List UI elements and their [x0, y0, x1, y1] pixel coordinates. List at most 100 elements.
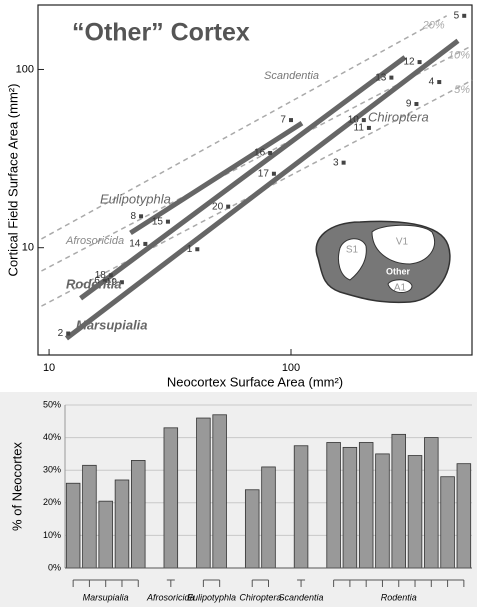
point-label: 19 — [106, 277, 118, 288]
inset-label: S1 — [346, 245, 359, 256]
bar — [114, 479, 130, 569]
point-label: 14 — [129, 239, 141, 250]
data-point — [66, 331, 71, 336]
data-point — [462, 13, 467, 18]
inset-label: Other — [386, 266, 411, 276]
inset-s1 — [337, 238, 367, 281]
bar — [424, 437, 439, 569]
data-point — [288, 118, 293, 123]
y-tick-label: 40% — [43, 432, 61, 442]
point-label: 6 — [94, 276, 100, 287]
x-axis-label: Neocortex Surface Area (mm²) — [167, 374, 343, 389]
point-label: 10 — [348, 115, 360, 126]
data-point — [341, 160, 346, 165]
reference-line-label: 20% — [422, 20, 445, 32]
point-label: 8 — [130, 211, 136, 222]
group-label: Chiroptera — [239, 592, 281, 602]
inset-label: A1 — [394, 283, 407, 294]
data-point — [139, 214, 144, 219]
bar — [391, 433, 406, 569]
data-point — [414, 102, 419, 107]
y-tick-label: 10% — [43, 530, 61, 540]
point-label: 4 — [429, 77, 435, 88]
bar — [407, 455, 423, 569]
bar — [196, 417, 211, 569]
data-point — [389, 75, 394, 80]
point-label: 16 — [254, 148, 266, 159]
y-axis-label: % of Neocortex — [9, 442, 24, 531]
bar — [261, 466, 276, 569]
x-tick-label: 10 — [43, 362, 55, 374]
group-label: Afrosoricida — [146, 592, 195, 602]
point-label: 11 — [354, 123, 365, 134]
x-tick-label: 100 — [282, 362, 300, 374]
group-annotation: Eulipotyphla — [100, 191, 171, 206]
data-point — [437, 80, 442, 85]
point-label: 17 — [258, 168, 270, 179]
inset-a1 — [387, 279, 413, 293]
group-annotation: Marsupialia — [76, 317, 148, 332]
data-point — [108, 273, 113, 278]
reference-line-label: 10% — [448, 50, 470, 62]
plot-frame — [37, 4, 473, 356]
y-tick-label: 50% — [43, 399, 61, 409]
y-tick-label: 10 — [22, 242, 34, 254]
data-point — [165, 219, 170, 224]
data-point — [102, 279, 107, 284]
group-label: Scandentia — [279, 592, 324, 602]
y-tick-label: 20% — [43, 497, 61, 507]
point-label: 2 — [58, 328, 64, 339]
point-label: 13 — [375, 72, 387, 83]
point-label: 3 — [333, 157, 339, 168]
bar — [65, 482, 81, 569]
bar — [440, 476, 455, 569]
inset — [315, 220, 451, 304]
fit-line — [129, 121, 304, 236]
group-label: Marsupialia — [83, 592, 129, 602]
y-tick-label: 100 — [16, 63, 34, 75]
group-annotation: Rodentia — [66, 276, 122, 291]
bar — [131, 460, 146, 569]
bar — [358, 442, 374, 569]
fit-line — [79, 55, 407, 301]
group-annotation: Scandentia — [264, 70, 319, 82]
point-label: 20 — [212, 201, 224, 212]
group-annotation: Afrosoricida — [65, 235, 124, 247]
data-point — [268, 150, 273, 155]
reference-line-label: 5% — [454, 84, 470, 96]
bar — [375, 453, 390, 569]
point-label: 9 — [406, 99, 412, 110]
bar — [98, 500, 113, 569]
point-label: 5 — [454, 10, 460, 21]
chart-title: “Other” Cortex — [72, 19, 250, 47]
data-point — [366, 125, 371, 130]
data-point — [361, 118, 366, 123]
point-label: 12 — [403, 57, 415, 68]
y-axis-label: Cortical Field Surface Area (mm²) — [5, 84, 20, 277]
bar — [212, 414, 227, 569]
inset-v1 — [371, 224, 435, 265]
y-tick-label: 0% — [48, 562, 61, 572]
bar — [82, 464, 97, 569]
bar — [456, 463, 472, 569]
point-label: 18 — [95, 270, 107, 281]
bar — [163, 427, 179, 569]
data-point — [417, 60, 422, 65]
group-label: Rodentia — [381, 592, 417, 602]
data-point — [226, 204, 231, 209]
data-point — [195, 247, 200, 252]
point-label: 1 — [187, 244, 193, 255]
bar — [244, 489, 260, 569]
point-label: 15 — [152, 216, 164, 227]
group-annotation: Chiroptera — [368, 109, 429, 124]
y-tick-label: 30% — [43, 465, 61, 475]
bar — [293, 445, 309, 569]
point-label: 7 — [280, 115, 286, 126]
bar — [342, 446, 358, 569]
data-point — [119, 280, 124, 285]
bar — [326, 442, 341, 569]
data-point — [143, 241, 148, 246]
data-point — [271, 171, 276, 176]
